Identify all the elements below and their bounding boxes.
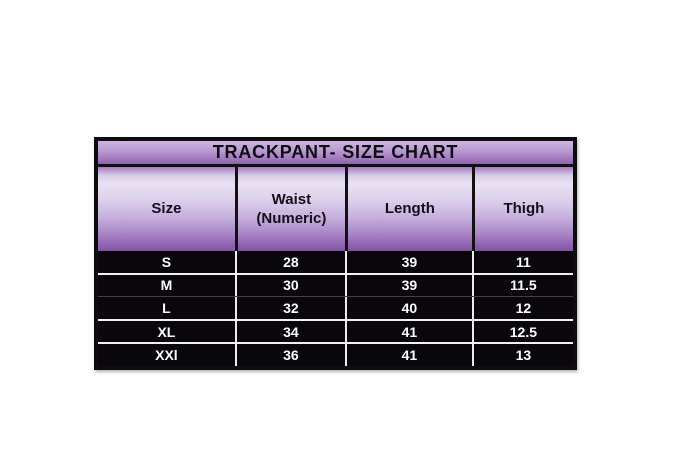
cell-size: S — [161, 253, 172, 270]
column-header-waist: Waist (Numeric) — [234, 167, 345, 251]
cell-thigh: 13 — [471, 344, 573, 366]
cell-length: 39 — [344, 274, 472, 297]
cell-length: 41 — [344, 320, 472, 343]
cell-thigh: 11 — [471, 251, 573, 273]
table-body: S 28 39 11 M 30 39 11.5 L 32 40 12 XL 34… — [98, 251, 573, 366]
cell-size: M — [160, 277, 173, 294]
table-row-xxl: XXl 36 41 13 — [98, 344, 573, 366]
cell-length: 40 — [344, 297, 472, 319]
cell-waist: 30 — [234, 274, 345, 297]
cell-thigh: 12 — [471, 297, 573, 319]
table-title: TRACKPANT- SIZE CHART — [98, 141, 573, 167]
table-row-xl: XL 34 41 12.5 — [98, 320, 573, 345]
cell-waist: 36 — [234, 344, 345, 366]
table-header-row: Size Waist (Numeric) Length Thigh — [98, 167, 573, 251]
cell-size: XL — [157, 323, 176, 340]
size-chart-table: TRACKPANT- SIZE CHART Size Waist (Numeri… — [94, 137, 577, 370]
table-row-l: L 32 40 12 — [98, 297, 573, 321]
cell-length: 41 — [344, 344, 472, 366]
column-header-thigh: Thigh — [471, 167, 573, 251]
column-header-length: Length — [344, 167, 472, 251]
cell-size: XXl — [155, 347, 178, 364]
cell-size: L — [162, 299, 171, 316]
table-row-m: M 30 39 11.5 — [98, 274, 573, 298]
table-row-s: S 28 39 11 — [98, 251, 573, 275]
column-header-size: Size — [151, 200, 182, 218]
cell-waist: 28 — [234, 251, 345, 273]
cell-length: 39 — [344, 251, 472, 273]
cell-waist: 32 — [234, 297, 345, 319]
cell-waist: 34 — [234, 320, 345, 343]
cell-thigh: 11.5 — [471, 274, 573, 297]
cell-thigh: 12.5 — [471, 320, 573, 343]
